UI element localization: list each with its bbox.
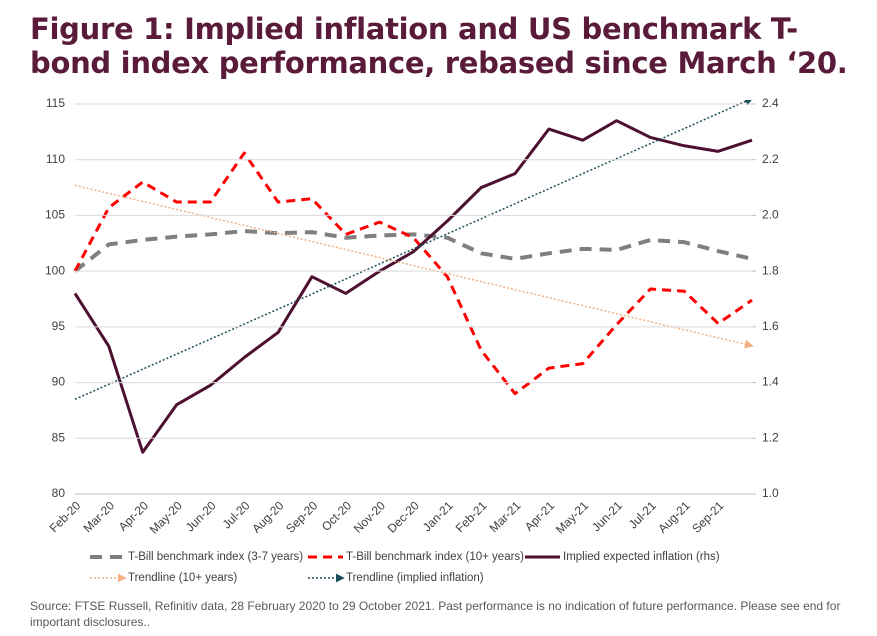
chart-title: Figure 1: Implied inflation and US bench… xyxy=(30,12,848,80)
plot-area xyxy=(73,100,754,454)
series-line xyxy=(73,229,753,273)
x-tick-label: Jan-21 xyxy=(420,498,456,534)
y-tick-label: 110 xyxy=(46,152,65,166)
y2-tick-label: 1.6 xyxy=(762,319,779,333)
series-line xyxy=(74,184,754,349)
y2-tick-label: 1.4 xyxy=(762,375,779,389)
y2-tick-label: 1.8 xyxy=(762,263,779,277)
x-tick-label: Sep-20 xyxy=(283,498,320,535)
y-tick-label: 100 xyxy=(45,263,65,277)
y-tick-label: 95 xyxy=(52,319,66,333)
x-tick-label: Aug-21 xyxy=(655,498,692,535)
source-note: Source: FTSE Russell, Refinitiv data, 28… xyxy=(30,599,841,629)
x-tick-label: May-21 xyxy=(553,498,591,536)
legend-label: T-Bill benchmark index (10+ years) xyxy=(346,551,524,563)
y2-tick-label: 1.2 xyxy=(762,430,779,444)
x-tick-label: Dec-20 xyxy=(385,498,422,535)
x-tick-label: Mar-20 xyxy=(80,498,117,535)
y2-tick-label: 2.0 xyxy=(762,208,779,222)
x-tick-label: Apr-21 xyxy=(522,498,558,534)
legend-label: Implied expected inflation (rhs) xyxy=(563,551,720,563)
x-tick-label: Oct-20 xyxy=(319,498,355,534)
x-tick-label: Feb-21 xyxy=(453,498,490,535)
x-tick-label: Jul-21 xyxy=(626,498,659,531)
x-tick-label: Feb-20 xyxy=(47,498,84,535)
y-tick-label: 115 xyxy=(46,96,65,110)
x-tick-label: Nov-20 xyxy=(351,498,388,535)
y-tick-label: 80 xyxy=(52,486,66,500)
y-tick-label: 85 xyxy=(52,430,66,444)
y2-tick-label: 2.4 xyxy=(762,96,779,110)
y-tick-label: 105 xyxy=(45,208,65,222)
legend-label: Trendline (implied inflation) xyxy=(346,572,484,584)
legend-label: T-Bill benchmark index (3-7 years) xyxy=(128,551,303,563)
series-line xyxy=(73,119,753,454)
x-tick-label: Jun-20 xyxy=(183,498,219,534)
x-tick-label: May-20 xyxy=(147,498,185,536)
x-tick-label: Jul-20 xyxy=(220,498,253,531)
legend-label: Trendline (10+ years) xyxy=(128,572,237,584)
series-line xyxy=(74,100,754,400)
series-line xyxy=(73,151,753,396)
x-tick-label: Jun-21 xyxy=(589,498,625,534)
x-tick-label: Apr-20 xyxy=(116,498,152,534)
x-tick-label: Sep-21 xyxy=(689,498,726,535)
y-tick-label: 90 xyxy=(52,375,66,389)
y2-tick-label: 1.0 xyxy=(762,486,779,500)
y2-tick-label: 2.2 xyxy=(762,152,779,166)
x-tick-label: Mar-21 xyxy=(487,498,524,535)
x-tick-label: Aug-20 xyxy=(249,498,286,535)
